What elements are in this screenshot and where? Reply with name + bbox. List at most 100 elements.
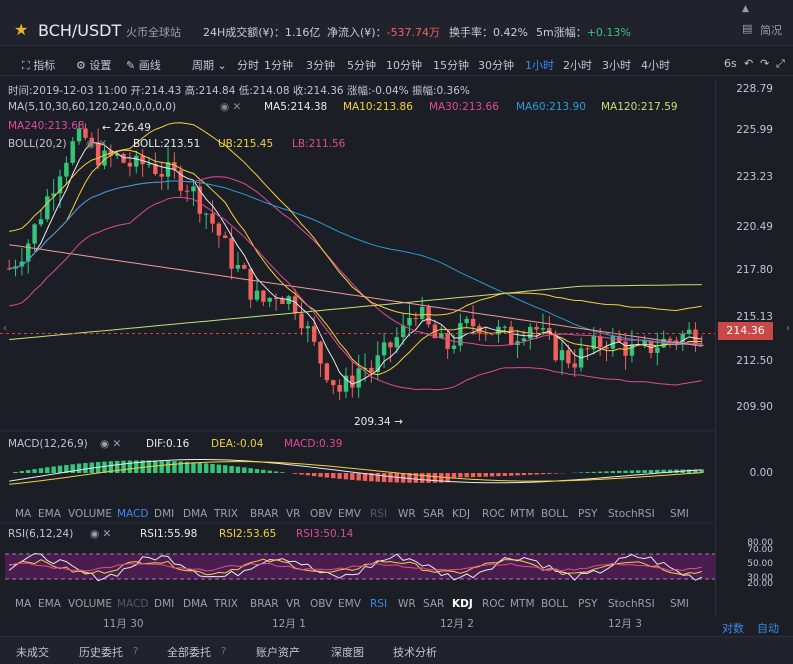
indicator-tab-psy[interactable]: PSY: [578, 598, 598, 610]
indicator-button[interactable]: ⛶ 指标: [22, 59, 56, 72]
eye-icon[interactable]: ◉ ✕: [86, 138, 108, 150]
period-option[interactable]: 1小时: [525, 59, 554, 72]
refresh-interval[interactable]: 6s: [724, 57, 737, 70]
candle-body: [267, 297, 272, 302]
indicator-tab-wr[interactable]: WR: [398, 598, 416, 610]
indicator-tab-trix[interactable]: TRIX: [214, 508, 238, 520]
period-option[interactable]: 1分钟: [264, 59, 293, 72]
indicator-tab-macd[interactable]: MACD: [117, 508, 149, 520]
help-icon[interactable]: ?: [221, 646, 227, 657]
change-5m: 5m涨幅：+0.13%: [536, 26, 631, 39]
period-option[interactable]: 10分钟: [386, 59, 422, 72]
period-option[interactable]: 分时: [237, 59, 259, 72]
symbol-name[interactable]: BCH/USDT: [38, 21, 122, 40]
period-option[interactable]: 30分钟: [478, 59, 514, 72]
summary-link[interactable]: 简况: [760, 24, 782, 37]
indicator-tab-smi[interactable]: SMI: [670, 508, 689, 520]
ma-label[interactable]: MA(5,10,30,60,120,240,0,0,0,0): [8, 101, 177, 113]
expand-arrow-icon[interactable]: ›: [786, 323, 790, 334]
indicator-tab-ema[interactable]: EMA: [38, 598, 61, 610]
document-icon[interactable]: ▤: [742, 22, 753, 35]
ma120-value: MA120:217.59: [601, 101, 678, 113]
period-option[interactable]: 5分钟: [347, 59, 376, 72]
indicator-tab-psy[interactable]: PSY: [578, 508, 598, 520]
indicator-tab-dma[interactable]: DMA: [183, 508, 208, 520]
undo-icon[interactable]: ↶: [744, 57, 754, 70]
period-option[interactable]: 15分钟: [433, 59, 469, 72]
indicator-tab-rsi[interactable]: RSI: [370, 508, 388, 520]
auto-scale-toggle[interactable]: 自动: [757, 622, 779, 635]
indicator-tab-dmi[interactable]: DMI: [154, 508, 175, 520]
indicator-tab-boll[interactable]: BOLL: [541, 508, 568, 520]
settings-button[interactable]: ⚙ 设置: [76, 59, 112, 72]
candle-body: [508, 326, 514, 345]
footer-tab[interactable]: 技术分析: [393, 646, 437, 659]
footer-tab[interactable]: 深度图: [331, 646, 364, 659]
indicator-tab-vr[interactable]: VR: [286, 598, 301, 610]
indicator-tab-sar[interactable]: SAR: [423, 508, 445, 520]
indicator-tab-macd[interactable]: MACD: [117, 598, 149, 610]
period-option[interactable]: 3小时: [602, 59, 631, 72]
indicator-tab-smi[interactable]: SMI: [670, 598, 689, 610]
macd-bar: [235, 466, 241, 473]
indicator-tab-volume[interactable]: VOLUME: [68, 598, 112, 610]
indicator-tab-mtm[interactable]: MTM: [510, 508, 535, 520]
eye-icon[interactable]: ◉ ✕: [90, 528, 112, 540]
footer-tab[interactable]: 历史委托: [79, 646, 123, 659]
candlestick-chart[interactable]: [0, 79, 715, 616]
indicator-tab-boll[interactable]: BOLL: [541, 598, 568, 610]
collapse-icon[interactable]: ▲: [742, 4, 749, 14]
log-scale-toggle[interactable]: 对数: [722, 622, 744, 635]
collapse-arrow-icon[interactable]: ‹: [3, 323, 7, 334]
candle-body: [350, 375, 355, 388]
indicator-tab-sar[interactable]: SAR: [423, 598, 445, 610]
indicator-tab-kdj[interactable]: KDJ: [452, 598, 473, 610]
footer-tab[interactable]: 全部委托: [167, 646, 211, 659]
macd-label[interactable]: MACD(12,26,9): [8, 438, 88, 450]
candle-body: [407, 317, 412, 326]
chart-area[interactable]: 228.79 225.99 223.23 220.49 217.80 215.13 212.…: [0, 79, 793, 630]
indicator-tab-roc[interactable]: ROC: [482, 508, 505, 520]
period-option[interactable]: 4小时: [641, 59, 670, 72]
candle-body: [521, 338, 527, 342]
indicator-tab-emv[interactable]: EMV: [338, 598, 361, 610]
indicator-tab-ema[interactable]: EMA: [38, 508, 61, 520]
indicator-tab-stochrsi[interactable]: StochRSI: [608, 508, 655, 520]
indicator-tab-brar[interactable]: BRAR: [250, 598, 279, 610]
period-option[interactable]: 2小时: [563, 59, 592, 72]
boll-label[interactable]: BOLL(20,2): [8, 138, 67, 150]
indicator-tab-ma[interactable]: MA: [15, 598, 32, 610]
gear-icon: ⚙: [76, 59, 86, 72]
indicator-tab-dmi[interactable]: DMI: [154, 598, 175, 610]
indicator-tab-rsi[interactable]: RSI: [370, 598, 388, 610]
indicator-tab-brar[interactable]: BRAR: [250, 508, 279, 520]
footer-tab[interactable]: 未成交: [16, 646, 49, 659]
period-option[interactable]: 3分钟: [306, 59, 335, 72]
candle-body: [540, 328, 546, 330]
indicator-tab-emv[interactable]: EMV: [338, 508, 361, 520]
indicator-tab-dma[interactable]: DMA: [183, 598, 208, 610]
eye-icon[interactable]: ◉ ✕: [220, 101, 242, 113]
redo-icon[interactable]: ↷: [760, 57, 770, 70]
indicator-tab-kdj[interactable]: KDJ: [452, 508, 471, 520]
indicator-tab-obv[interactable]: OBV: [310, 598, 333, 610]
indicator-tab-volume[interactable]: VOLUME: [68, 508, 112, 520]
eye-icon[interactable]: ◉ ✕: [100, 438, 122, 450]
indicator-tab-vr[interactable]: VR: [286, 508, 301, 520]
indicator-tab-obv[interactable]: OBV: [310, 508, 333, 520]
footer-tab[interactable]: 账户资产: [256, 646, 300, 659]
indicator-tab-stochrsi[interactable]: StochRSI: [608, 598, 655, 610]
favorite-star-icon[interactable]: ★: [14, 20, 29, 39]
indicator-tab-roc[interactable]: ROC: [482, 598, 505, 610]
fullscreen-icon[interactable]: ⤢: [776, 57, 785, 70]
ma240-value: MA240:213.68: [8, 120, 85, 132]
help-icon[interactable]: ?: [133, 646, 139, 657]
draw-button[interactable]: ✎ 画线: [126, 59, 161, 72]
indicator-tab-wr[interactable]: WR: [398, 508, 416, 520]
exchange-source: 火币全球站: [126, 26, 181, 39]
indicator-tab-mtm[interactable]: MTM: [510, 598, 535, 610]
rsi-label[interactable]: RSI(6,12,24): [8, 528, 74, 540]
indicator-tab-trix[interactable]: TRIX: [214, 598, 238, 610]
indicator-tab-ma[interactable]: MA: [15, 508, 32, 520]
period-dropdown[interactable]: 周期 ⌄: [192, 59, 227, 72]
